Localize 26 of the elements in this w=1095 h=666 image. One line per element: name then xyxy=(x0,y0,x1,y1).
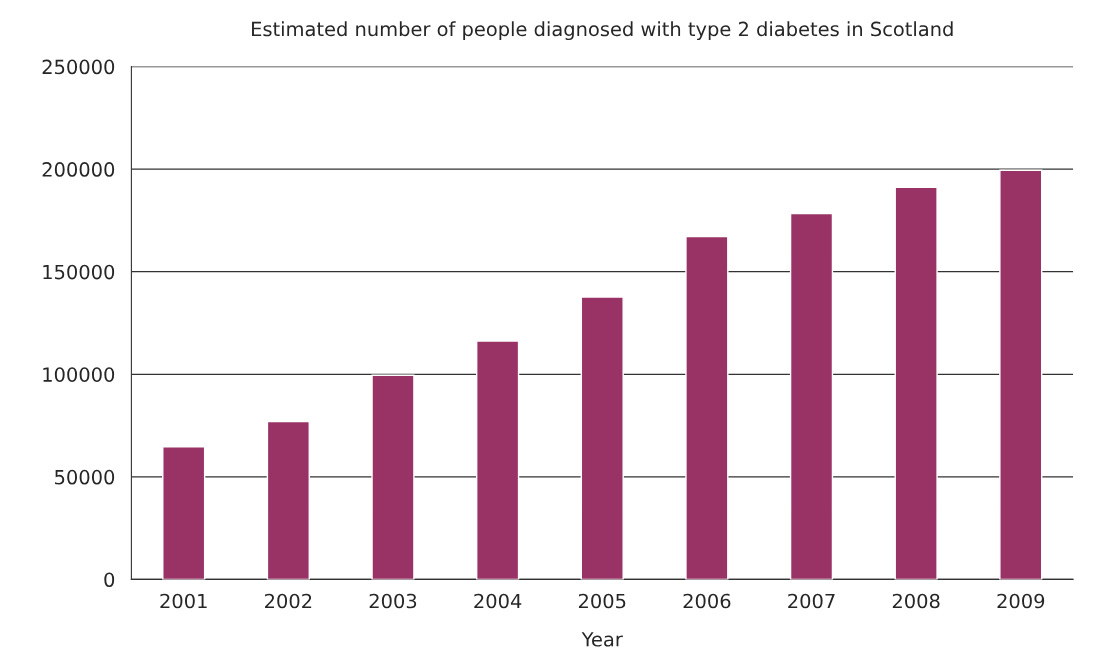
x-tick-label: 2008 xyxy=(892,593,940,609)
bar xyxy=(266,420,310,580)
y-tick-label: 100000 xyxy=(43,367,115,382)
x-tick-label: 2001 xyxy=(160,593,207,609)
bar xyxy=(999,169,1043,580)
x-tick-label: 2009 xyxy=(997,593,1045,609)
bar xyxy=(789,212,834,580)
y-tick-label: 150000 xyxy=(43,264,115,280)
y-tick-label: 50000 xyxy=(55,469,115,485)
x-tick-label: 2005 xyxy=(578,593,626,609)
bar xyxy=(475,340,520,580)
bar xyxy=(894,186,938,580)
x-tick-label: 2002 xyxy=(265,593,312,609)
x-tick-label: 2007 xyxy=(788,593,835,609)
bar xyxy=(580,296,624,580)
x-tick-label: 2004 xyxy=(474,593,522,609)
bar xyxy=(371,374,415,580)
bar xyxy=(685,235,729,580)
x-tick-label: 2003 xyxy=(369,593,417,609)
y-tick-label: 250000 xyxy=(42,59,115,75)
y-tick-label: 0 xyxy=(104,572,115,588)
x-tick-label: 2006 xyxy=(683,593,731,609)
chart-title: Estimated number of people diagnosed with type 2 diabetes in Scotland xyxy=(252,21,953,41)
x-axis-title: Year xyxy=(581,632,623,647)
bar xyxy=(162,446,206,580)
y-tick-label: 200000 xyxy=(42,162,115,177)
